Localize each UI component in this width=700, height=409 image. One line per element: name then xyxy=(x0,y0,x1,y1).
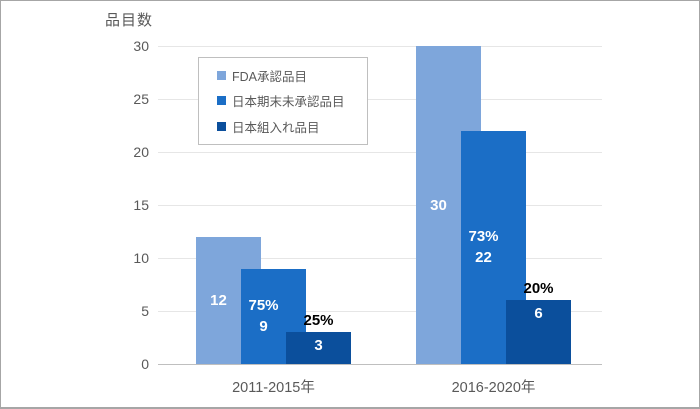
bar-series-2-group-1 xyxy=(506,300,571,364)
bar-value-label: 12 xyxy=(210,292,227,310)
y-tick-label: 0 xyxy=(141,356,149,372)
plot-area: 12 75% 9 25% 3 30 73% 22 20% 6 xyxy=(158,45,602,365)
y-tick-label: 5 xyxy=(141,303,149,319)
x-axis-line xyxy=(158,363,602,365)
legend-swatch-icon xyxy=(217,121,226,131)
y-tick-label: 15 xyxy=(133,197,149,213)
y-axis-title: 品目数 xyxy=(105,12,154,29)
legend-item-label: FDA承認品目 xyxy=(232,70,308,85)
y-tick-label: 10 xyxy=(133,250,149,266)
bar-value-label: 3 xyxy=(314,337,323,355)
gridline xyxy=(158,98,602,100)
bar-pct-label-outside: 25% xyxy=(303,312,334,330)
category-label-0: 2011-2015年 xyxy=(232,380,315,396)
gridline xyxy=(158,151,602,153)
legend-item-2: 日本組入れ品目 xyxy=(217,117,367,136)
category-label-1: 2016-2020年 xyxy=(451,380,536,396)
y-tick-label: 30 xyxy=(133,38,149,54)
legend-item-label: 日本期末未承認品目 xyxy=(232,95,345,110)
bar-value-label: 73% 22 xyxy=(468,228,499,267)
legend-swatch-icon xyxy=(217,96,226,106)
y-tick-label: 20 xyxy=(133,144,149,160)
y-tick-label: 25 xyxy=(133,91,149,107)
legend-swatch-icon xyxy=(217,71,226,81)
bar-series-2-group-0 xyxy=(286,332,351,364)
bar-value-label: 6 xyxy=(534,305,543,323)
legend: FDA承認品目日本期末未承認品目 日本組入れ品目 xyxy=(198,57,368,145)
gridline xyxy=(158,310,602,312)
legend-item-label: 日本組入れ品目 xyxy=(232,120,320,135)
bar-value-label: 75% 9 xyxy=(248,297,279,336)
legend-item-1: 日本期末未承認品目 xyxy=(217,91,367,110)
bar-value-label: 30 xyxy=(430,197,447,214)
gridline xyxy=(158,257,602,259)
legend-item-0: FDA承認品目 xyxy=(217,66,367,85)
gridline xyxy=(158,204,602,206)
bar-pct-label-outside: 20% xyxy=(523,280,554,298)
gridline xyxy=(158,45,602,47)
